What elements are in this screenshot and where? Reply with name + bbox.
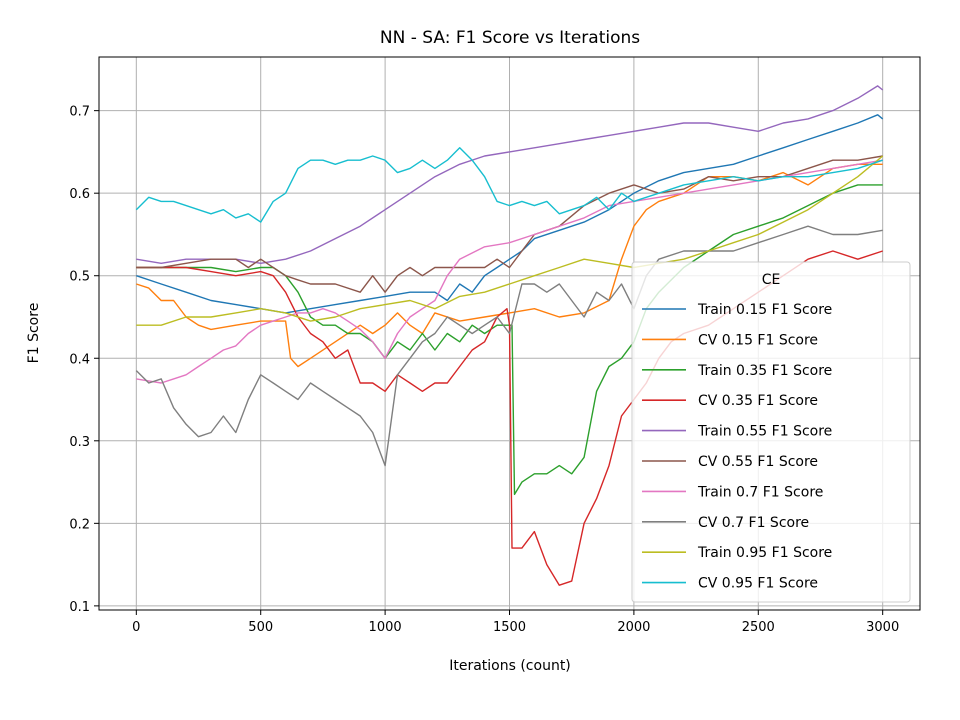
y-tick-label: 0.4 (69, 352, 90, 367)
legend-box (631, 261, 911, 603)
legend-label-5: CV 0.55 F1 Score (698, 454, 818, 470)
legend-label-2: Train 0.35 F1 Score (697, 363, 832, 379)
legend: CE Train 0.15 F1 Score CV 0.15 F1 Score Tra… (631, 261, 911, 603)
y-tick-label: 0.7 (69, 105, 90, 120)
x-tick-label: 2000 (617, 620, 650, 635)
y-tick-label: 0.5 (69, 270, 90, 285)
legend-label-3: CV 0.35 F1 Score (698, 393, 818, 409)
legend-label-8: Train 0.95 F1 Score (697, 545, 832, 561)
legend-label-4: Train 0.55 F1 Score (697, 424, 832, 440)
x-tick-label: 1500 (493, 620, 526, 635)
series-line-6 (136, 159, 883, 384)
x-tick-label: 0 (132, 620, 140, 635)
legend-label-0: Train 0.15 F1 Score (697, 302, 832, 318)
y-tick-label: 0.1 (69, 600, 90, 615)
axis-ticks: 0 500 1000 1500 2000 2500 3000 0.1 0.2 0.3 0.4 0.5 0… (69, 105, 899, 635)
legend-title: CE (762, 272, 781, 288)
legend-label-7: CV 0.7 F1 Score (698, 515, 809, 531)
x-tick-label: 1000 (369, 620, 402, 635)
legend-label-1: CV 0.15 F1 Score (698, 332, 818, 348)
x-tick-label: 500 (248, 620, 273, 635)
y-tick-label: 0.6 (69, 187, 90, 202)
series-lines (135, 85, 884, 586)
series-line-1 (136, 163, 883, 368)
series-line-9 (135, 147, 883, 223)
y-axis-label: F1 Score (26, 303, 42, 364)
legend-label-6: Train 0.7 F1 Score (697, 484, 823, 500)
series-line-7 (135, 225, 883, 467)
x-tick-label: 3000 (866, 620, 899, 635)
y-tick-label: 0.3 (69, 435, 90, 450)
legend-label-9: CV 0.95 F1 Score (698, 576, 818, 592)
series-line-8 (136, 155, 884, 326)
x-tick-label: 2500 (742, 620, 775, 635)
series-line-5 (136, 155, 883, 293)
x-axis-label: Iterations (count) (449, 658, 571, 674)
y-tick-label: 0.2 (69, 517, 90, 532)
chart-title: NN - SA: F1 Score vs Iterations (380, 28, 640, 48)
